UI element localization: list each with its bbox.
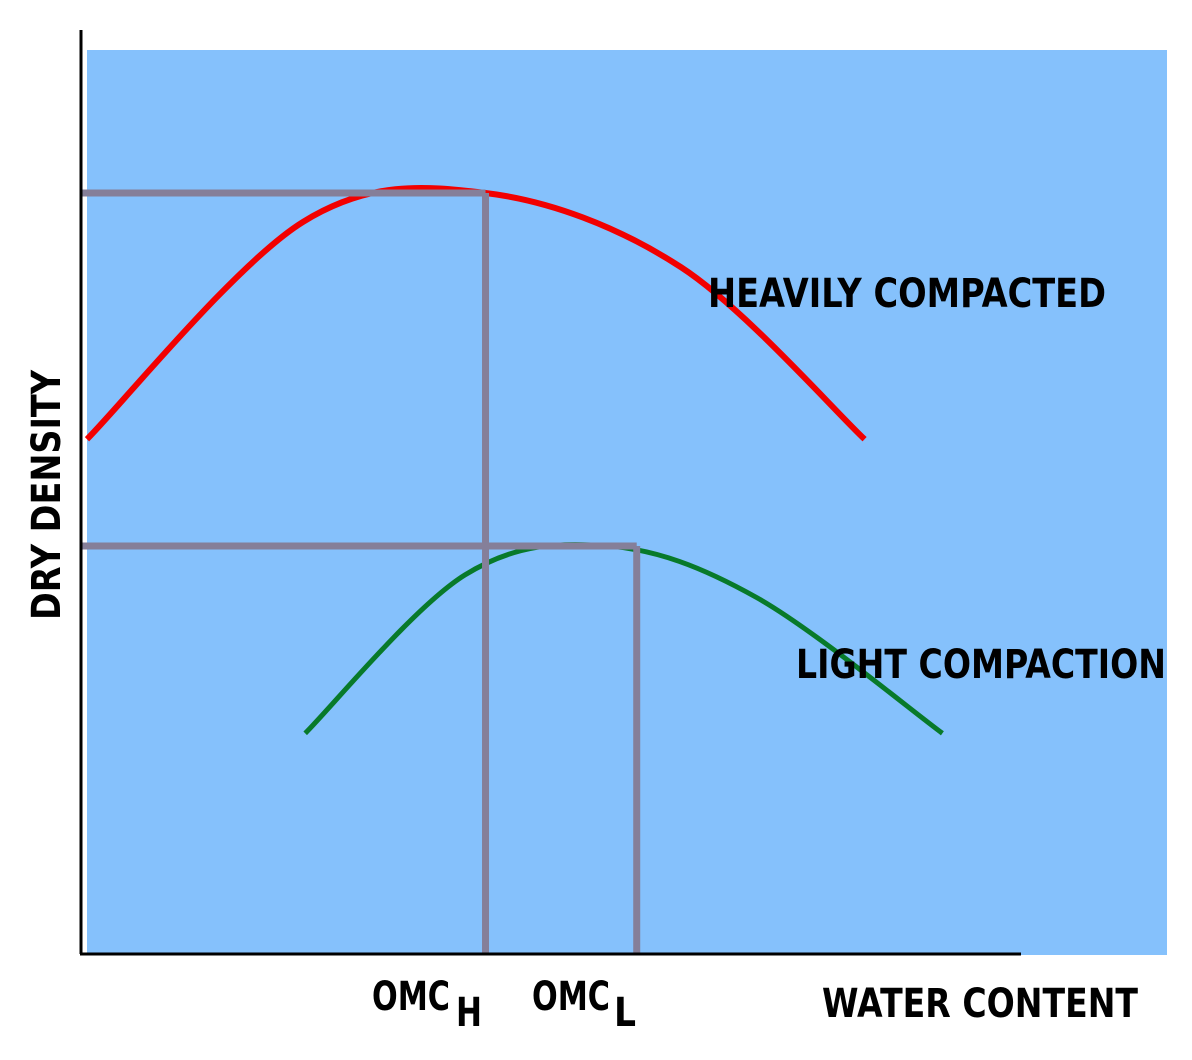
plot-background — [87, 50, 1167, 955]
heavy-series-label: HEAVILY COMPACTED — [708, 271, 1106, 317]
light-series-label: LIGHT COMPACTION — [796, 642, 1166, 688]
x-axis-label: WATER CONTENT — [822, 981, 1139, 1027]
y-axis-label: DRY DENSITY — [24, 369, 70, 620]
omc-l-tick-subscript: L — [614, 990, 636, 1036]
omc-h-tick-subscript: H — [456, 990, 482, 1036]
omc-h-tick-label: OMC — [372, 974, 450, 1020]
omc-l-tick-label: OMC — [532, 974, 610, 1020]
